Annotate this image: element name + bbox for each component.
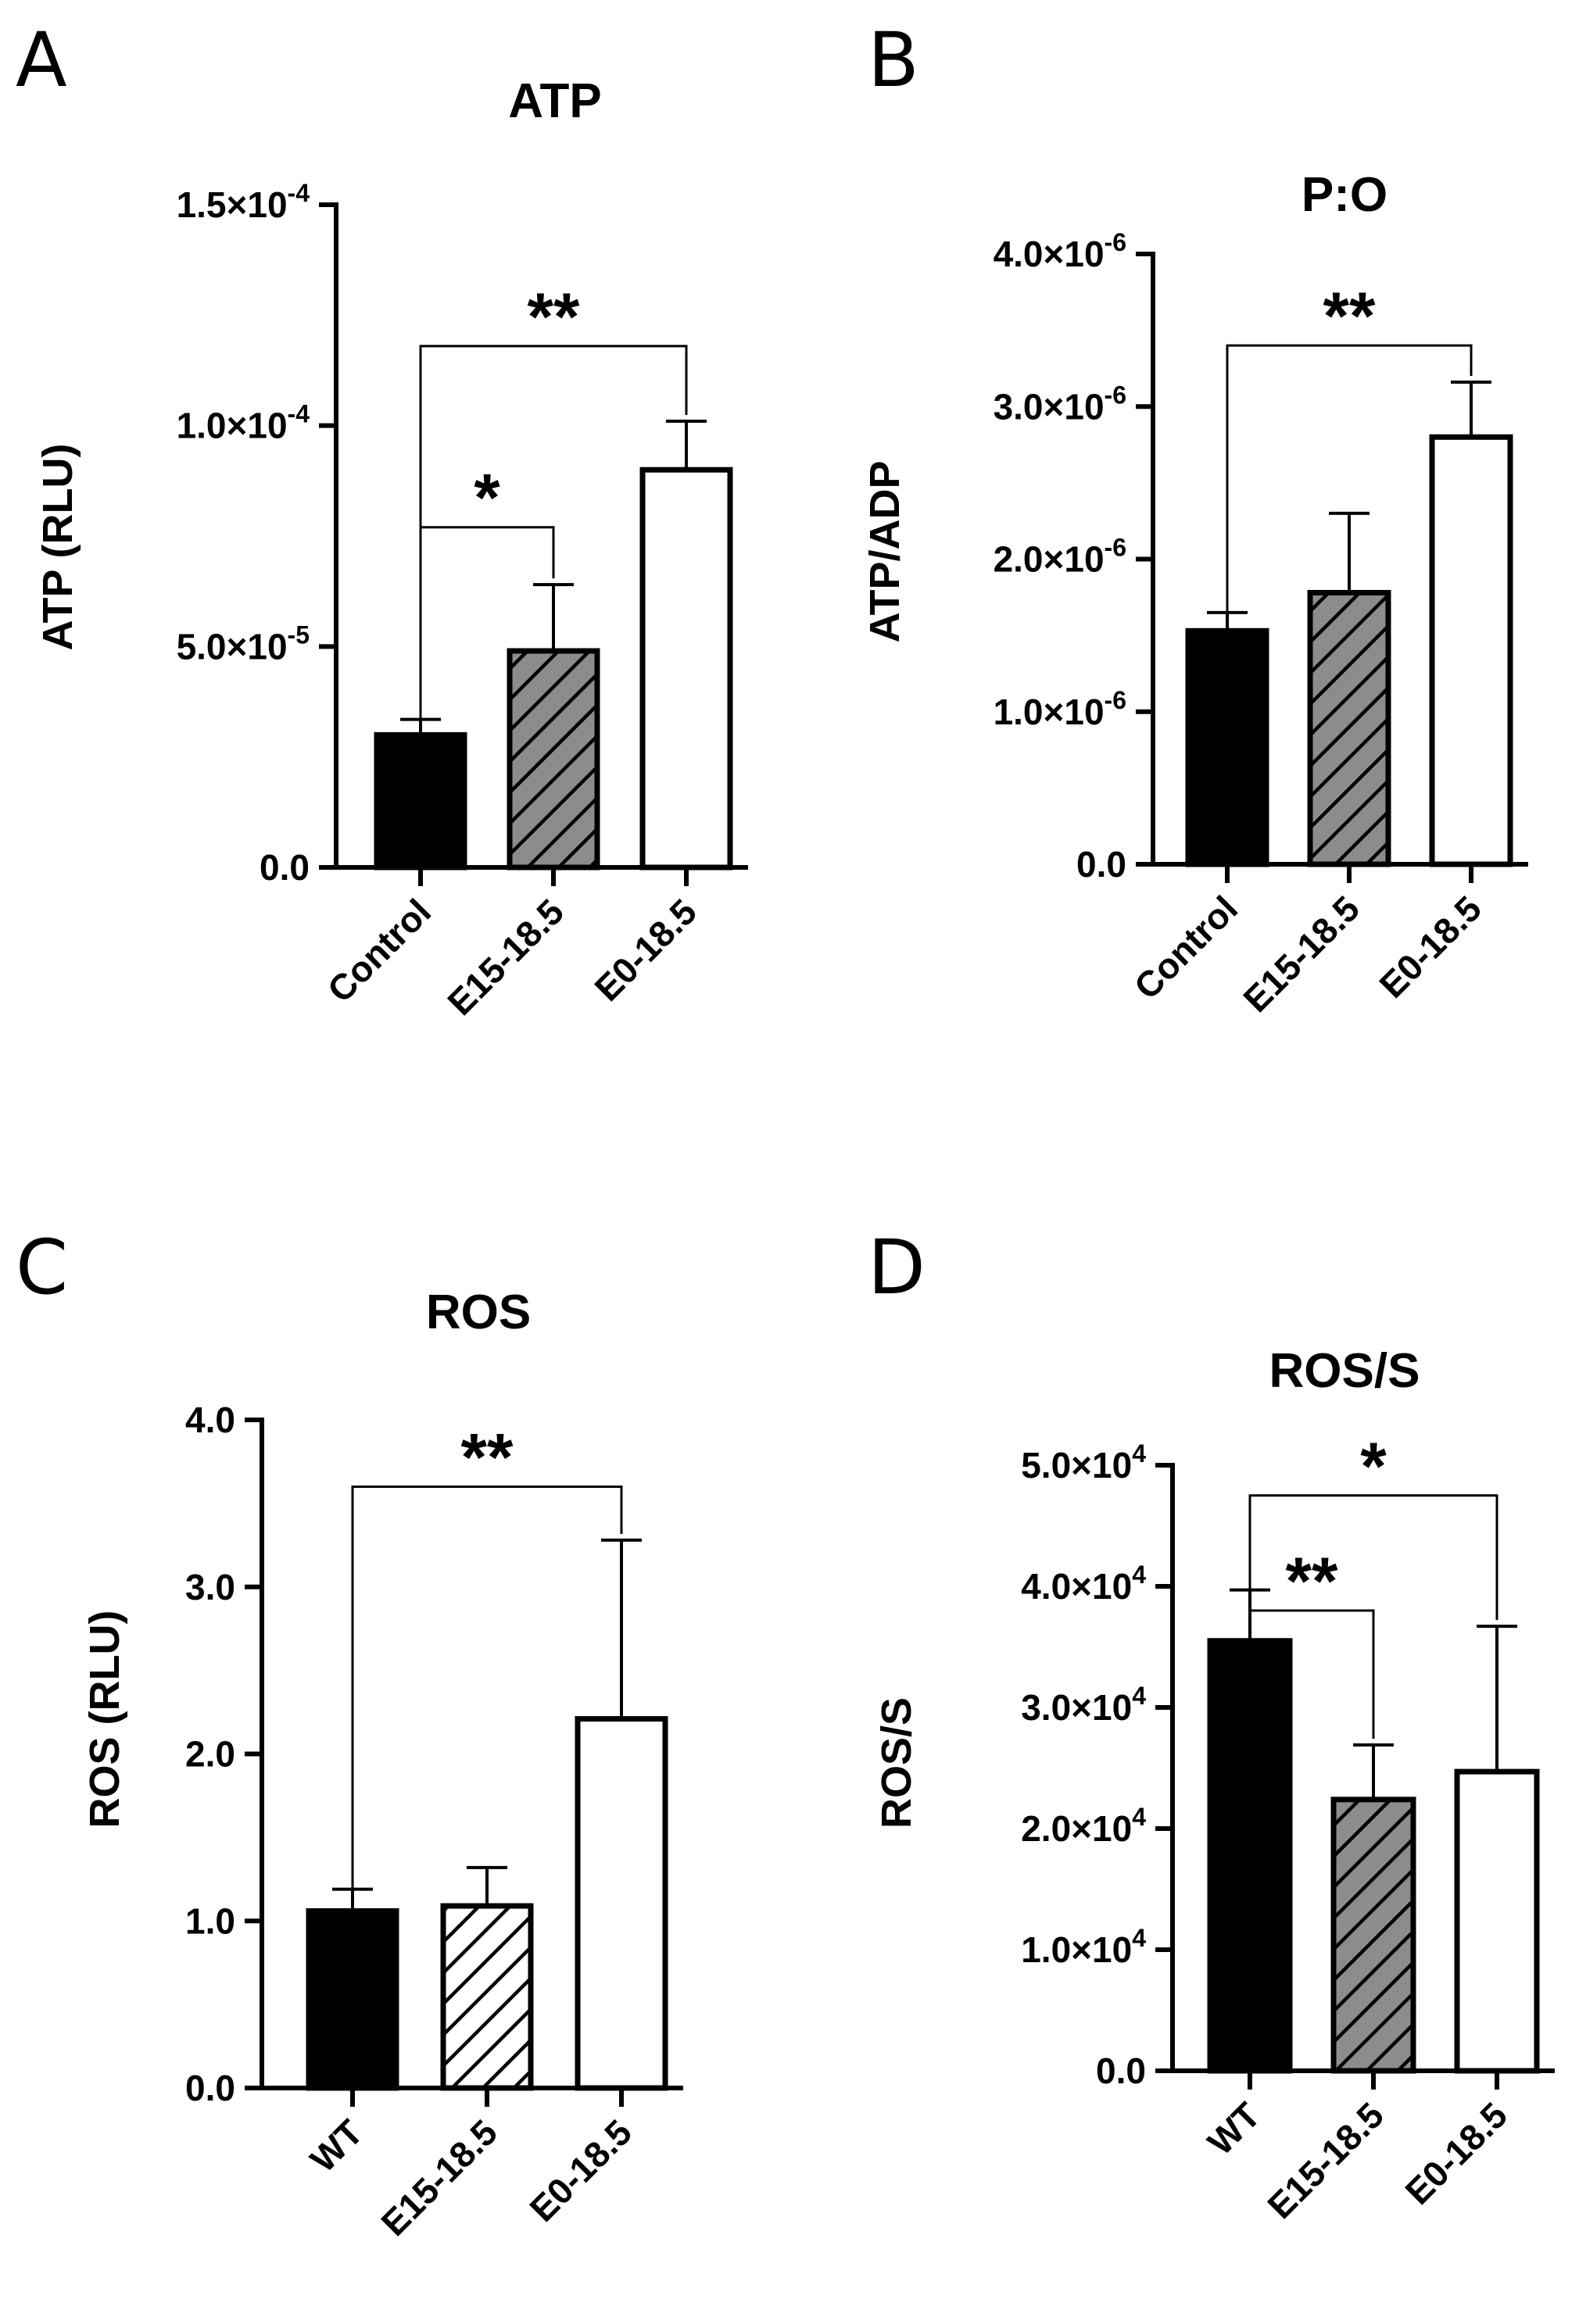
bar-e0-18-5 [1454,1768,1540,2074]
tick-mantissa: 1.0×10 [177,406,288,446]
tick-exponent: -6 [1105,381,1126,409]
panel-c-ros: C ROS ROS (RLU) 0.0 1.0 2.0 3.0 4.0 WT E15-18.… [16,1224,683,2244]
y-tick-label: 1.0 [185,1900,235,1941]
x-category-label: E15-18.5 [1259,2094,1391,2226]
tick-exponent: 4 [1132,1561,1146,1589]
x-category-label: E0-18.5 [1371,888,1489,1006]
x-category-label: E15-18.5 [1235,888,1367,1020]
tick-mantissa: 2.0×10 [1021,1808,1132,1849]
tick-mantissa: 1.5×10 [177,184,288,225]
y-tick-label: 2.0×10-6 [994,534,1126,580]
tick-exponent: 4 [1132,1803,1146,1831]
y-tick-label: 5.0×10-5 [177,620,310,667]
chart-title: ROS [426,1285,531,1339]
x-category-label: E15-18.5 [439,891,571,1023]
y-tick-label: 0.0 [260,847,310,888]
y-tick-label: 1.5×10-4 [177,179,310,225]
y-axis-label: ROS (RLU) [81,1611,128,1829]
panel-b-po: B P:O ATP/ADP 0.01.0×10-62.0×10-63.0×10-… [861,16,1528,1020]
significance-bracket [351,1486,623,2088]
tick-mantissa: 3.0×10 [1021,1687,1132,1728]
significance-bracket [1226,344,1473,864]
y-tick-label: 2.0 [185,1734,235,1775]
chart-title: P:O [1302,168,1387,222]
panel-letter-c: C [16,1224,68,1311]
x-category-label: E0-18.5 [1397,2094,1515,2212]
panel-letter-b: B [868,16,919,104]
tick-exponent: -6 [1105,686,1126,714]
significance-label: * [474,461,500,536]
x-category-label: Control [320,891,439,1010]
panel-a-atp: A ATP ATP (RLU) 0.05.0×10-51.0×10-41.5×1… [16,16,748,1023]
bar-e0-18-5 [639,467,733,871]
chart-title: ROS/S [1269,1344,1420,1398]
significance-bracket [1248,1609,1375,2071]
y-tick-label: 0.0 [185,2068,235,2108]
significance-label: ** [461,1421,514,1496]
y-tick-label: 0.0 [1096,2050,1146,2091]
y-tick-label: 3.0×10-6 [994,381,1126,427]
panel-letter-d: D [868,1224,926,1311]
tick-exponent: 4 [1132,1439,1146,1468]
bar-e15-18-5 [440,1903,534,2091]
y-tick-label: 3.0 [185,1567,235,1607]
y-tick-label: 0.0 [1076,844,1126,885]
x-category-label: WT [303,2111,371,2179]
tick-mantissa: 2.0×10 [994,539,1105,580]
significance-bracket [419,526,555,867]
x-category-label: E0-18.5 [586,891,704,1009]
tick-exponent: -6 [1105,228,1126,256]
y-tick-label: 1.0×10-4 [177,400,310,446]
tick-exponent: -4 [288,400,310,428]
y-tick-label: 2.0×104 [1021,1803,1146,1849]
tick-mantissa: 5.0×10 [1021,1445,1132,1486]
x-category-label: Control [1126,888,1245,1006]
tick-mantissa: 4.0×10 [994,234,1105,274]
y-tick-label: 5.0×104 [1021,1439,1146,1486]
y-tick-label: 3.0×104 [1021,1682,1146,1728]
y-tick-label: 1.0×10-6 [994,686,1126,732]
tick-exponent: -6 [1105,534,1126,562]
tick-exponent: -5 [288,620,310,649]
bar-e15-18-5 [1307,589,1391,867]
y-tick-label: 1.0×104 [1021,1924,1146,1970]
tick-mantissa: 4.0×10 [1021,1566,1132,1607]
chart-title: ATP [508,74,601,128]
plot-area: 0.0 1.0 2.0 3.0 4.0 WT E15-18.5 E0-18.5 ** [185,1400,683,2244]
tick-exponent: -4 [288,179,310,207]
tick-mantissa: 5.0×10 [177,626,288,667]
y-tick-label: 4.0 [185,1400,235,1440]
y-tick-label: 4.0×104 [1021,1561,1146,1607]
tick-exponent: 4 [1132,1924,1146,1952]
panel-d-ros-s: D ROS/S ROS/S 0.01.0×1042.0×1043.0×1044.… [868,1224,1555,2226]
bar-e15-18-5 [507,648,600,871]
plot-area: 0.01.0×10-62.0×10-63.0×10-64.0×10-6Contr… [994,228,1528,1020]
tick-mantissa: 3.0×10 [994,386,1105,427]
bar-e0-18-5 [575,1716,668,2091]
y-tick-label: 4.0×10-6 [994,228,1126,274]
significance-label: ** [528,280,580,355]
tick-exponent: 4 [1132,1682,1146,1710]
x-category-label: WT [1200,2094,1268,2162]
significance-label: * [1360,1429,1387,1504]
significance-label: ** [1286,1544,1338,1619]
panel-letter-a: A [16,16,67,104]
tick-mantissa: 1.0×10 [994,692,1105,732]
y-axis-label: ATP/ADP [861,460,908,642]
plot-area: 0.01.0×1042.0×1043.0×1044.0×1045.0×104WT… [1021,1429,1555,2226]
significance-label: ** [1323,279,1376,354]
tick-mantissa: 1.0×10 [1021,1929,1132,1970]
bar-e15-18-5 [1330,1797,1416,2074]
x-category-label: E15-18.5 [373,2111,505,2244]
x-category-label: E0-18.5 [521,2111,639,2229]
y-axis-label: ATP (RLU) [34,444,81,651]
bar-e0-18-5 [1429,434,1513,867]
y-axis-label: ROS/S [873,1697,920,1829]
